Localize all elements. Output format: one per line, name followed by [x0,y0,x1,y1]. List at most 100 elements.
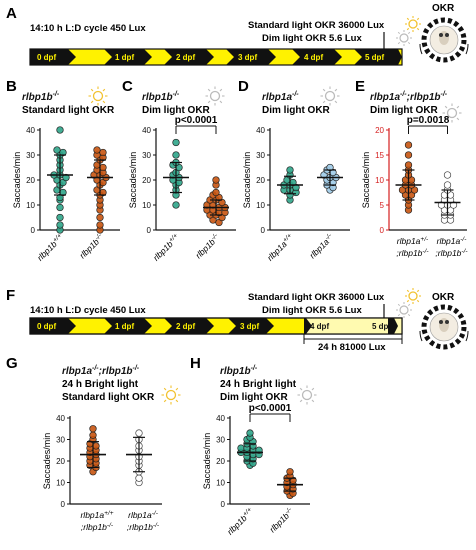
day-marker: 5 dpf [372,318,398,334]
data-point [89,431,97,439]
data-point [56,213,64,222]
y-tick-label: 40 [26,126,35,135]
day-marker: 1 dpf [104,318,152,334]
data-point [212,176,220,184]
y-tick-label: 10 [375,176,384,185]
data-point [59,148,67,157]
data-point [135,474,143,482]
day-label: 0 dpf [37,322,56,331]
panel-title: rlbp1b-/- [22,91,60,103]
y-tick-label: 40 [256,126,265,135]
dim-sun-icon [396,30,412,46]
y-tick-label: 30 [256,151,265,160]
data-point [443,171,452,179]
y-tick-label: 0 [147,226,152,235]
day-label: 3 dpf [238,53,257,62]
x-category-label: rlbp1a+/- [397,236,429,246]
x-category-label: rlbp1a+/+ [80,510,113,520]
data-point [237,444,245,452]
timeline-a-days: 0 dpf 1 dpf 2 dpf 3 dpf 4 dpf 5 dpf [30,49,402,65]
panel-f-cycle: 14:10 h L:D cycle 450 Lux [30,305,146,316]
day-label: 5 dpf [365,53,384,62]
okr-label-a: OKR [432,3,455,14]
y-tick-label: 20 [26,176,35,185]
day-marker: 0 dpf [30,318,76,334]
data-point [172,201,180,209]
x-category-label: rlbp1b-/- [77,232,106,261]
x-category-label: ;rlbp1b-/- [81,522,114,532]
panel-subtitle: Standard light OKR [22,105,115,116]
day-label: 0 dpf [37,53,56,62]
y-axis-label: Saccades/min [128,152,138,209]
data-point [212,188,220,197]
x-category-label: rlbp1a-/- [307,232,336,261]
panel-subtitle: 24 h Bright light [220,379,297,390]
x-category-label: rlbp1b-/- [267,506,296,535]
data-point [443,181,452,189]
day-marker: 0 dpf [30,49,76,65]
day-label: 4 dpf [310,322,329,331]
day-label: 3 dpf [240,322,259,331]
y-axis-label: Saccades/min [202,433,212,490]
y-tick-label: 20 [375,126,384,135]
x-category-label: rlbp1b+/+ [151,232,182,263]
sun-icon [405,16,421,32]
panel-subtitle: Standard light OKR [62,392,155,403]
sun-icon [88,86,108,106]
panel-title: rlbp1a-/- [262,91,299,103]
day-marker: 2 dpf [164,49,214,65]
y-tick-label: 0 [221,500,226,509]
day-marker: 4 dpf [292,49,342,65]
x-category-label: rlbp1a-/- [128,510,159,520]
panel-label-f: F [6,287,15,304]
y-axis-label: Saccades/min [12,152,22,209]
y-tick-label: 0 [61,500,66,509]
panel-label-h: H [190,355,201,372]
p-value: p<0.0001 [175,115,218,126]
dim-sun-icon [205,86,225,106]
data-point [89,425,97,433]
y-tick-label: 40 [142,126,151,135]
p-value: p<0.0001 [249,403,292,414]
panel-a-dim-light: Dim light OKR 5.6 Lux [262,33,362,44]
x-category-label: rlbp1a-/- [437,236,468,246]
panel-label-c: C [122,78,133,95]
y-tick-label: 5 [380,201,385,210]
panel-title: rlbp1a-/-;rlbp1b-/- [62,365,140,377]
panel-a: A 14:10 h L:D cycle 450 Lux Standard lig… [6,3,469,66]
data-point [404,151,413,159]
data-point [172,138,180,147]
panel-subtitle: Dim light OKR [370,105,439,116]
y-tick-label: 30 [142,151,151,160]
panel-f-std-light: Standard light OKR 36000 Lux [248,292,385,303]
dim-sun-icon [320,86,340,106]
day-label: 5 dpf [372,322,391,331]
timeline-bar-a [29,48,403,66]
dim-sun-icon [442,103,462,123]
y-tick-label: 0 [31,226,36,235]
y-tick-label: 40 [56,414,65,423]
panel-f: F 14:10 h L:D cycle 450 Lux Standard lig… [6,287,469,353]
x-category-label: rlbp1a+/+ [265,232,296,263]
data-point [404,161,413,169]
panel-subtitle: Dim light OKR [220,392,289,403]
panel-label-a: A [6,5,17,22]
x-category-label: rlbp1b+/+ [35,232,66,263]
day-marker: 5 dpf [354,49,402,65]
day-label: 1 dpf [115,53,134,62]
data-point [286,166,294,174]
sun-icon [405,288,421,304]
panel-f-dim-light: Dim light OKR 5.6 Lux [262,305,362,316]
day-marker: 1 dpf [104,49,152,65]
day-marker: 2 dpf [164,318,214,334]
x-category-label: ;rlbp1b-/- [396,248,429,258]
y-tick-label: 20 [56,457,65,466]
y-tick-label: 20 [256,176,265,185]
panel-a-cycle: 14:10 h L:D cycle 450 Lux [30,23,146,34]
y-tick-label: 40 [216,414,225,423]
